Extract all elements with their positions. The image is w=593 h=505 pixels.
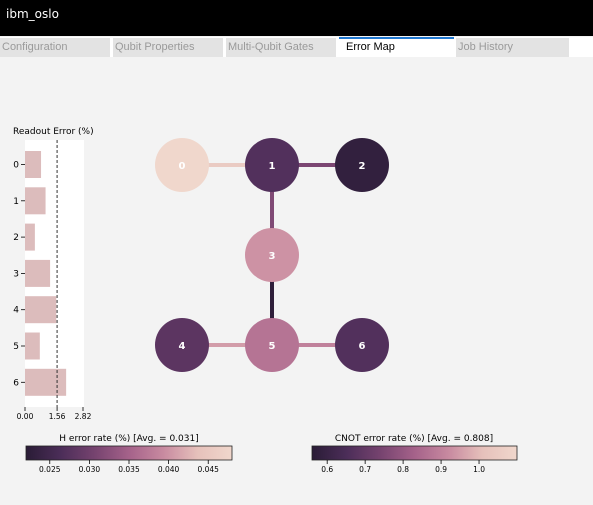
colorbar-tick-label: 0.7 [359,465,371,474]
readout-title: Readout Error (%) [13,127,94,137]
tab-multi-qubit-gates[interactable]: Multi-Qubit Gates [226,38,336,57]
colorbar-tick-label: 0.045 [197,465,219,474]
error-map-figure: Readout Error (%) 0 1 2 3 4 5 6 0.00 1.56 2.82 0… [13,127,518,474]
qubit-label-1: 1 [269,161,276,172]
qubit-node-6[interactable] [335,318,389,372]
colorbar-tick-label: 0.025 [39,465,61,474]
readout-bar [25,187,46,215]
readout-bar [25,332,40,360]
colorbar-tick-label: 0.9 [435,465,447,474]
readout-bar [25,223,35,251]
qubit-label-2: 2 [359,161,366,172]
qubit-node-3[interactable] [245,228,299,282]
readout-xtick-label: 0.00 [17,412,34,421]
h-colorbar [25,445,233,461]
window-title: ibm_oslo [6,7,59,21]
qubit-node-2[interactable] [335,138,389,192]
qubit-label-4: 4 [179,341,186,352]
qubit-node-5[interactable] [245,318,299,372]
readout-bar [25,259,51,287]
colorbar-tick-label: 0.040 [158,465,180,474]
readout-qubit-label: 6 [13,378,19,388]
tab-bar: Configuration Qubit Properties Multi-Qub… [0,37,593,57]
qubit-label-6: 6 [359,341,366,352]
h-colorbar-label: H error rate (%) [Avg. = 0.031] [59,434,198,444]
colorbar-tick-label: 1.0 [473,465,485,474]
readout-bar [25,368,67,396]
readout-bar [25,296,57,324]
colorbar-tick-label: 0.035 [118,465,140,474]
tab-job-history[interactable]: Job History [456,38,569,57]
cnot-colorbar-label: CNOT error rate (%) [Avg. = 0.808] [335,434,493,444]
tab-qubit-properties[interactable]: Qubit Properties [113,38,223,57]
readout-bar [25,151,42,178]
qubit-node-1[interactable] [245,138,299,192]
qubit-node-4[interactable] [155,318,209,372]
qubit-node-0[interactable] [155,138,209,192]
readout-qubit-label: 5 [13,342,19,352]
readout-qubit-label: 0 [13,161,19,171]
cnot-colorbar [311,445,518,461]
readout-qubit-label: 2 [13,233,19,243]
readout-qubit-label: 3 [13,269,19,279]
qubit-label-3: 3 [269,251,276,262]
title-bar: ibm_oslo [0,0,593,36]
error-map-panel: Readout Error (%) 0 1 2 3 4 5 6 0.00 1.56 2.82 0… [0,57,593,501]
colorbar-tick-label: 0.8 [397,465,409,474]
colorbar-tick-label: 0.6 [321,465,333,474]
qubit-label-0: 0 [179,161,186,172]
readout-qubit-label: 1 [13,197,19,207]
tab-error-map[interactable]: Error Map [339,37,454,57]
readout-xtick-label: 1.56 [49,412,66,421]
colorbar-tick-label: 0.030 [79,465,101,474]
readout-qubit-label: 4 [13,306,19,316]
qubit-label-5: 5 [269,341,276,352]
readout-xtick-label: 2.82 [75,412,92,421]
tab-configuration[interactable]: Configuration [0,38,110,57]
